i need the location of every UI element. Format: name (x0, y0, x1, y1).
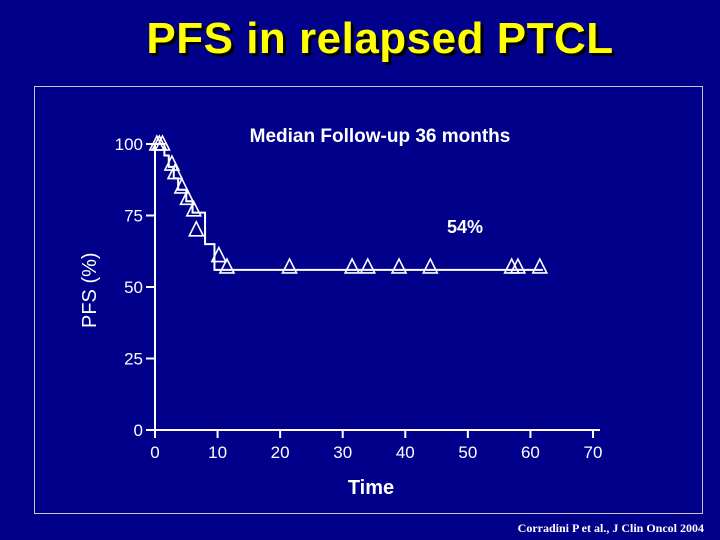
censor-marks (148, 134, 549, 274)
plot-frame (34, 86, 703, 514)
y-ticks: 0 25 50 75 100 (115, 135, 155, 440)
km-curve (155, 143, 543, 271)
censor-mark (185, 199, 203, 217)
x-axis-label: Time (348, 477, 394, 499)
y-tick-label: 50 (124, 278, 143, 297)
x-tick-label: 50 (458, 443, 477, 462)
censor-mark (281, 257, 298, 274)
y-tick-label: 0 (134, 421, 143, 440)
censor-mark (422, 257, 439, 274)
y-tick-label: 25 (124, 350, 143, 369)
censor-mark (509, 257, 527, 274)
x-ticks: 0 10 20 30 40 50 60 70 (150, 430, 602, 462)
censor-mark (179, 188, 196, 206)
value-label-54: 54% (447, 217, 483, 237)
x-tick-label: 10 (208, 443, 227, 462)
censor-mark (359, 257, 377, 274)
citation: Corradini P et al., J Clin Oncol 2004 (517, 521, 704, 535)
censor-mark (531, 257, 549, 274)
censor-mark (390, 257, 408, 274)
y-axis-label: PFS (%) (79, 252, 101, 328)
censor-mark (218, 257, 236, 274)
censor-mark (166, 162, 184, 180)
x-tick-label: 0 (150, 443, 159, 462)
x-tick-label: 20 (271, 443, 290, 462)
censor-mark (343, 257, 361, 274)
y-tick-label: 75 (124, 207, 143, 226)
x-tick-label: 40 (396, 443, 415, 462)
slide-title: PFS in relapsed PTCL (146, 14, 614, 63)
annotation-median-followup: Median Follow-up 36 months (250, 126, 511, 147)
censor-mark (173, 177, 191, 194)
x-tick-label: 70 (584, 443, 603, 462)
censor-mark (188, 220, 205, 237)
x-tick-label: 30 (333, 443, 352, 462)
x-tick-label: 60 (521, 443, 540, 462)
y-tick-label: 100 (115, 135, 143, 154)
censor-mark (210, 245, 228, 263)
censor-mark (154, 134, 171, 151)
